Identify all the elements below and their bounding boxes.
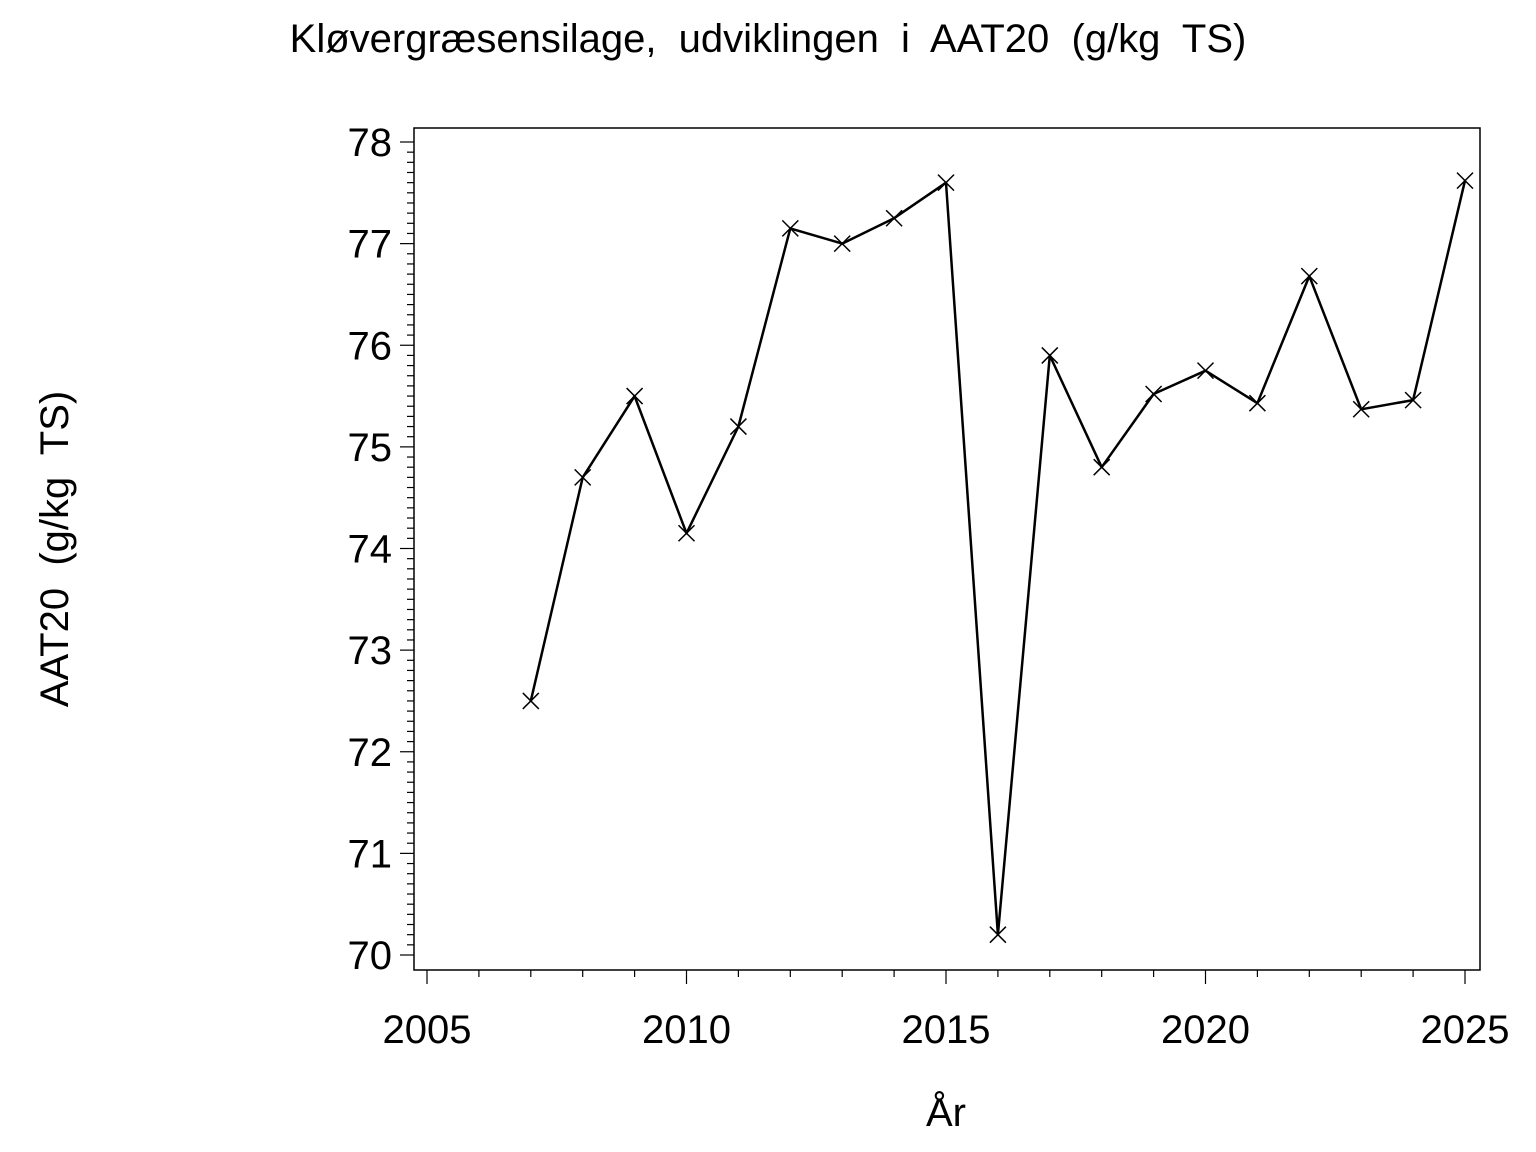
data-point-marker [833, 235, 851, 253]
data-point-marker [989, 926, 1007, 944]
y-tick-label: 78 [348, 121, 393, 165]
x-axis-label: År [926, 1090, 966, 1135]
plot-frame [413, 127, 1481, 971]
y-tick-label: 77 [348, 223, 393, 267]
y-tick-label: 72 [348, 731, 393, 775]
data-point-marker [574, 468, 592, 486]
x-tick-label: 2020 [1161, 1008, 1250, 1052]
data-point-marker [729, 418, 747, 436]
data-point-marker [626, 387, 644, 405]
series-group [522, 172, 1474, 944]
chart-title: Kløvergræsensilage, udviklingen i AAT20 … [290, 17, 1247, 61]
data-point-marker [1248, 394, 1266, 412]
y-tick-label: 70 [348, 934, 393, 978]
data-point-marker [781, 219, 799, 237]
y-tick-label: 74 [348, 528, 393, 572]
data-point-marker [1196, 362, 1215, 380]
y-tick-label: 75 [348, 426, 393, 470]
y-axis-label: AAT20 (g/kg TS) [33, 391, 77, 707]
x-tick-label: 2010 [642, 1008, 731, 1052]
y-tick-label: 71 [348, 832, 393, 876]
data-point-marker [677, 524, 696, 542]
data-point-marker [1456, 172, 1474, 190]
y-tick-label: 76 [348, 324, 393, 368]
data-point-marker [522, 692, 540, 710]
data-point-marker [937, 174, 955, 192]
data-point-marker [1093, 458, 1111, 476]
data-point-marker [1145, 385, 1163, 403]
y-tick-label: 73 [348, 629, 393, 673]
data-point-marker [1041, 346, 1059, 364]
x-axis: 2005 2010 2015 2020 2025 [383, 970, 1510, 1052]
y-axis: 70 71 72 73 74 75 76 77 78 [348, 121, 414, 978]
data-point-marker [885, 209, 903, 227]
data-point-marker [1300, 267, 1318, 285]
x-tick-label: 2025 [1421, 1008, 1510, 1052]
series-line [529, 180, 1467, 936]
data-point-marker [1404, 391, 1422, 409]
x-tick-label: 2015 [902, 1008, 991, 1052]
x-tick-label: 2005 [383, 1008, 472, 1052]
data-point-marker [1352, 400, 1370, 418]
